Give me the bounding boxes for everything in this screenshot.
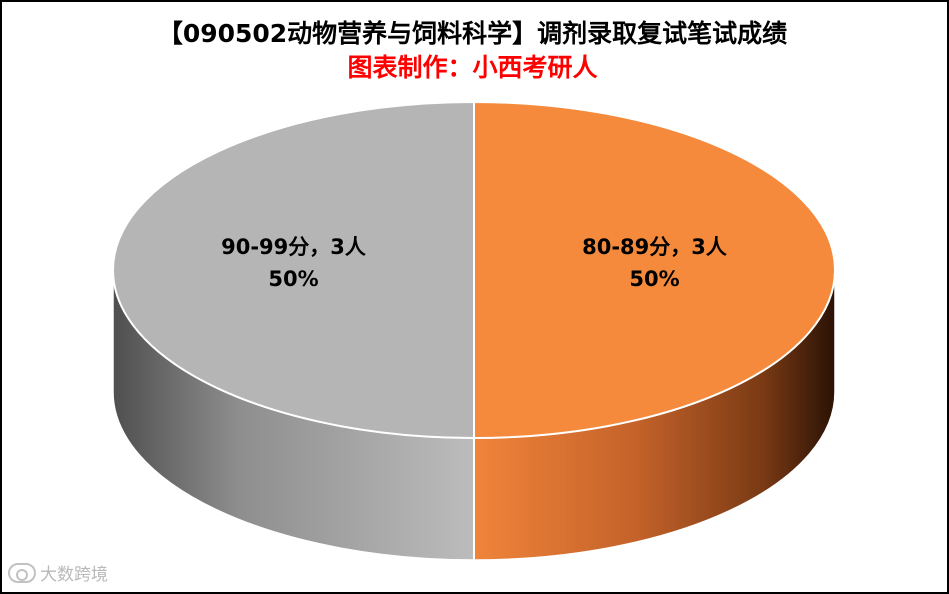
slice-label-0: 80-89分，3人 [582, 235, 727, 259]
watermark-text: 大数跨境 [40, 565, 108, 585]
pie-slice-1 [112, 100, 475, 440]
pie-slice-0 [473, 100, 836, 440]
watermark: 大数跨境 [8, 560, 108, 585]
slice-percent-1: 50% [268, 267, 318, 291]
watermark-logo-icon [8, 562, 36, 583]
slice-label-1: 90-99分，3人 [221, 235, 366, 259]
chart-subtitle: 图表制作：小西考研人 [347, 53, 598, 82]
chart-title: 【090502动物营养与饲料科学】调剂录取复试笔试成绩 [157, 19, 788, 48]
slice-percent-0: 50% [629, 267, 679, 291]
